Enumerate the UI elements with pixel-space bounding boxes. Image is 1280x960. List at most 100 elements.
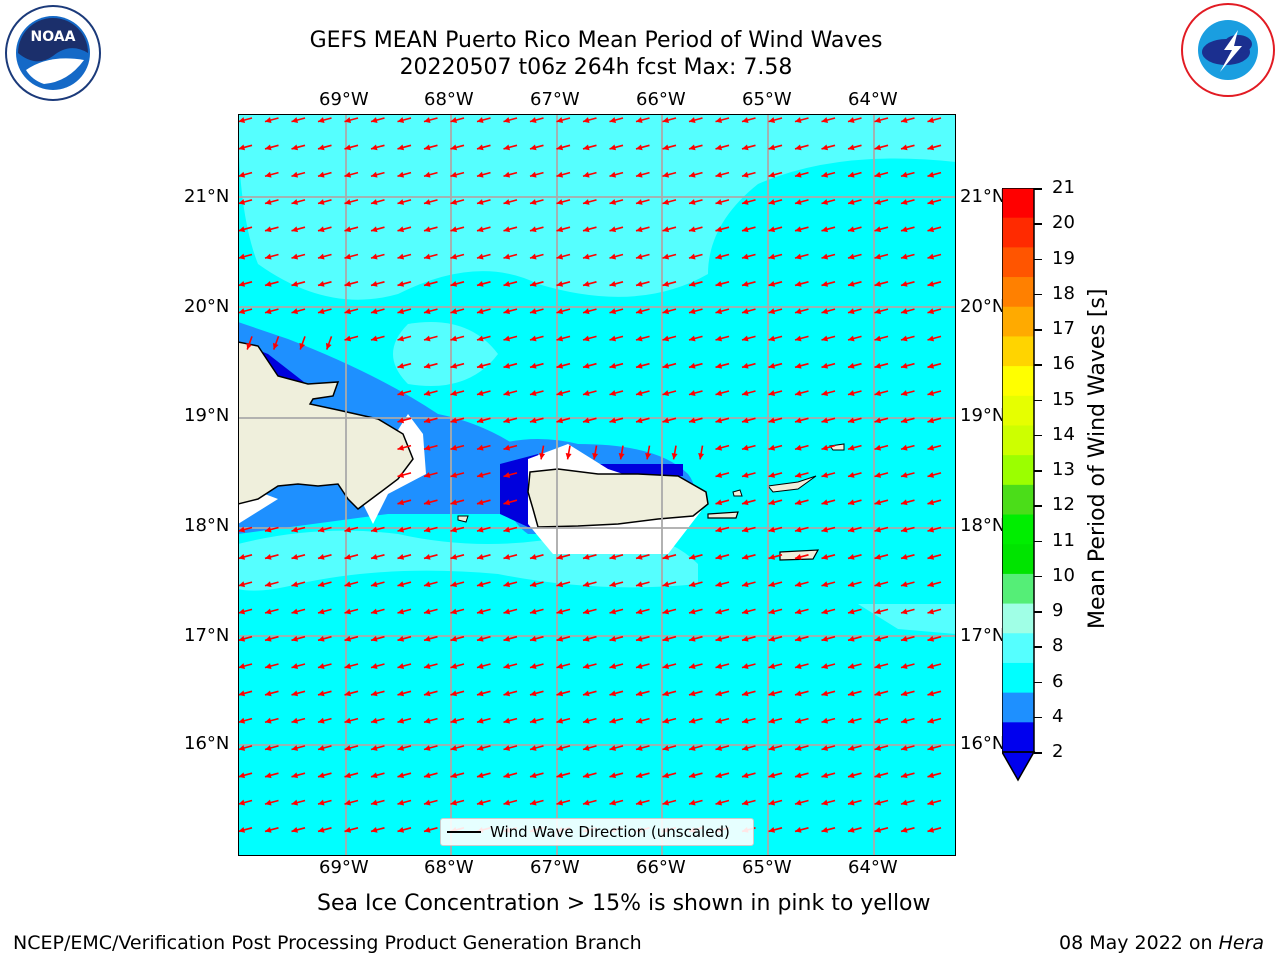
wind-wave-arrow (794, 390, 809, 396)
wind-wave-arrow (874, 799, 889, 806)
wind-wave-arrow (291, 581, 306, 588)
wind-wave-arrow (847, 308, 862, 315)
colorbar-tick-mark (1034, 188, 1042, 190)
wind-wave-arrow (344, 526, 359, 533)
wind-wave-arrow (688, 799, 703, 806)
wind-wave-arrow (556, 717, 571, 724)
wind-wave-arrow (370, 717, 385, 724)
wind-wave-arrow (635, 799, 650, 806)
wind-wave-arrow (927, 608, 942, 615)
wind-wave-arrow (450, 663, 465, 669)
wind-wave-arrow (582, 608, 597, 615)
colorbar-block (1002, 425, 1034, 456)
colorbar-tick-label: 19 (1052, 247, 1075, 269)
wind-wave-arrow (794, 772, 809, 779)
wind-wave-arrow (635, 171, 650, 178)
wind-wave-arrow (741, 799, 756, 806)
colorbar-block (1002, 573, 1034, 605)
wind-wave-arrow (582, 717, 597, 724)
wind-wave-arrow (582, 581, 597, 588)
wind-wave-arrow (715, 417, 730, 424)
wind-wave-arrow (344, 608, 359, 615)
wind-wave-arrow (821, 253, 836, 260)
wind-wave-arrow (397, 717, 412, 724)
wind-wave-arrow (529, 226, 544, 233)
lat-label-right: 17°N (960, 625, 1006, 646)
wind-wave-arrow (582, 772, 597, 779)
wind-wave-arrow (529, 635, 544, 642)
wind-wave-arrow (450, 690, 465, 697)
wind-wave-arrow (344, 335, 359, 342)
wind-wave-arrow (927, 799, 942, 806)
wind-wave-arrow (715, 226, 730, 233)
wind-wave-arrow (423, 553, 438, 560)
wind-wave-arrow (609, 635, 624, 642)
wind-wave-arrow (794, 171, 809, 178)
colorbar-tick-label: 15 (1052, 388, 1075, 410)
wind-wave-arrow (582, 144, 597, 151)
wind-wave-arrow (264, 553, 279, 560)
wind-wave-arrow (794, 253, 809, 260)
wind-wave-arrow (768, 362, 783, 369)
colorbar-tick-mark (1034, 223, 1042, 225)
wind-wave-arrow (238, 635, 253, 642)
wind-wave-arrow (609, 717, 624, 724)
wind-wave-arrow (582, 253, 597, 260)
wind-wave-arrow (635, 608, 650, 615)
wind-wave-arrow (264, 717, 279, 724)
wind-wave-arrow (847, 635, 862, 642)
wind-wave-arrow (874, 335, 889, 342)
wind-wave-arrow (821, 280, 836, 287)
nws-logo-icon (1180, 2, 1276, 98)
wind-wave-arrow (556, 199, 571, 205)
wind-wave-arrow (238, 280, 253, 287)
wind-wave-arrow (529, 253, 544, 260)
wind-wave-arrow (450, 308, 465, 315)
wind-wave-arrow (847, 171, 862, 178)
wind-wave-arrow (423, 362, 438, 369)
wind-wave-arrow (821, 472, 836, 478)
map-title-line1: GEFS MEAN Puerto Rico Mean Period of Win… (309, 28, 883, 53)
wind-wave-arrow (291, 553, 306, 560)
wind-wave-arrow (529, 799, 544, 806)
wind-wave-arrow (768, 199, 783, 205)
wind-wave-arrow (238, 717, 253, 724)
wind-wave-arrow (582, 417, 597, 424)
wind-wave-arrow (662, 417, 677, 424)
wind-wave-arrow (450, 253, 465, 260)
wind-wave-arrow (565, 445, 572, 460)
lon-label-bottom: 67°W (530, 857, 580, 878)
wind-wave-arrow (609, 226, 624, 233)
wind-wave-arrow (688, 280, 703, 287)
colorbar-tick-label: 11 (1052, 529, 1075, 551)
wind-wave-arrow (688, 362, 703, 369)
wind-wave-arrow (662, 117, 677, 123)
wind-wave-arrow (582, 280, 597, 287)
lat-label-right: 21°N (960, 186, 1006, 207)
wind-wave-arrow (503, 553, 518, 560)
wind-wave-arrow (317, 663, 332, 669)
wind-wave-arrow (450, 472, 465, 478)
wind-wave-arrow (317, 745, 332, 751)
wind-wave-arrow (450, 417, 465, 424)
wind-wave-arrow (635, 553, 650, 560)
wind-wave-arrow (874, 444, 889, 451)
wind-wave-arrow (264, 144, 279, 151)
wind-wave-arrow (264, 663, 279, 669)
wind-wave-arrow (238, 199, 253, 205)
wind-wave-arrow (821, 663, 836, 669)
mona-land (457, 515, 469, 523)
wind-wave-arrow (450, 745, 465, 751)
wind-wave-arrow (847, 526, 862, 533)
wind-wave-arrow (503, 499, 518, 506)
wind-wave-arrow (503, 472, 518, 478)
wind-wave-arrow (476, 253, 491, 260)
wind-wave-arrow (874, 526, 889, 533)
wind-wave-arrow (635, 199, 650, 205)
wind-wave-arrow (768, 690, 783, 697)
wind-wave-arrow (423, 772, 438, 779)
wind-wave-arrow (821, 499, 836, 506)
wind-wave-arrow (874, 472, 889, 478)
wind-wave-arrow (715, 171, 730, 178)
wind-wave-arrow (715, 199, 730, 205)
